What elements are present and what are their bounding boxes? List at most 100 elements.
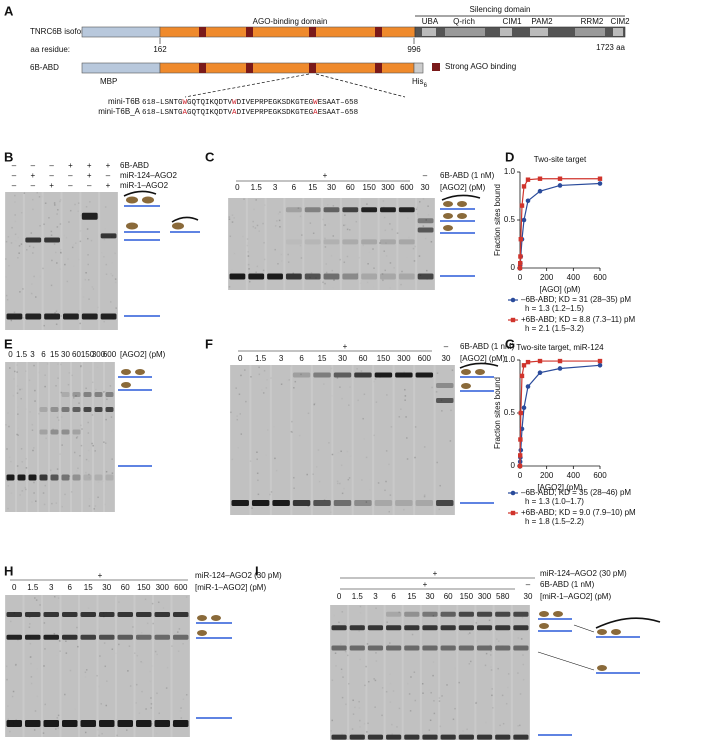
gel-speckle xyxy=(359,612,362,614)
cartoons xyxy=(118,190,661,736)
gel-band xyxy=(117,719,133,727)
gel-lane xyxy=(349,605,366,740)
gel-speckle xyxy=(427,205,429,207)
gel-speckle xyxy=(145,708,147,710)
gel-speckle xyxy=(256,224,259,227)
gel-speckle xyxy=(177,631,179,633)
gel-speckle xyxy=(79,230,82,232)
lane-label: 600 xyxy=(400,183,414,192)
gel-speckle xyxy=(39,604,41,606)
gel-speckle xyxy=(422,692,424,694)
gel-background xyxy=(5,192,118,330)
gel-band xyxy=(495,734,511,740)
gel-speckle xyxy=(60,416,63,418)
gel-speckle xyxy=(60,251,62,254)
lane-label: 300 xyxy=(92,350,106,359)
gel-speckle xyxy=(398,611,400,614)
gel-speckle xyxy=(104,665,107,668)
gel-speckle xyxy=(85,387,87,390)
gel-band xyxy=(83,392,92,397)
gel-speckle xyxy=(348,477,351,479)
gel-speckle xyxy=(116,734,118,737)
gel-speckle xyxy=(68,475,71,477)
gel-band xyxy=(25,237,42,243)
tag-label: MBP xyxy=(100,77,117,86)
gel-speckle xyxy=(82,296,85,298)
gel-band xyxy=(43,719,59,727)
gel-speckle xyxy=(389,701,392,703)
gel-speckle xyxy=(165,687,168,689)
gel-speckle xyxy=(11,695,14,698)
gel-lane xyxy=(24,595,41,737)
gel-speckle xyxy=(104,503,106,506)
domain-label: UBA xyxy=(422,17,439,26)
gel-speckle xyxy=(386,394,388,396)
ago-icon xyxy=(142,196,154,204)
gel-speckle xyxy=(269,493,271,496)
gel-speckle xyxy=(171,645,173,647)
condition-label: 6B-ABD (1 nM) xyxy=(460,342,515,351)
gel-speckle xyxy=(341,733,343,735)
legend-marker xyxy=(510,490,516,496)
gel-speckle xyxy=(299,215,302,218)
lane-label: 3 xyxy=(30,350,35,359)
gel-speckle xyxy=(53,632,56,635)
gel-band xyxy=(6,612,22,618)
gel-band xyxy=(154,634,170,640)
gel-band xyxy=(39,474,48,481)
gel-speckle xyxy=(106,680,108,682)
marker xyxy=(537,188,543,194)
gel-band xyxy=(154,719,170,727)
gel-speckle xyxy=(358,630,360,632)
gel-speckle xyxy=(231,458,234,461)
gel-speckle xyxy=(94,505,97,507)
seq-part: A xyxy=(183,109,188,117)
gel-band xyxy=(251,500,270,506)
gel-lane xyxy=(229,198,246,290)
gel-speckle xyxy=(80,365,82,368)
gel-speckle xyxy=(336,480,339,483)
gel-speckle xyxy=(99,655,101,657)
ago-icon xyxy=(443,213,453,219)
gel-lane xyxy=(117,595,134,737)
gel-band xyxy=(476,734,493,740)
gel-speckle xyxy=(29,411,31,413)
gel-lane xyxy=(494,605,511,740)
gel-speckle xyxy=(430,241,433,243)
gel-speckle xyxy=(344,224,347,226)
gel-speckle xyxy=(262,269,265,272)
gel-speckle xyxy=(16,385,19,387)
gel-speckle xyxy=(366,643,369,645)
gel-speckle xyxy=(449,440,452,442)
gel-band xyxy=(386,611,402,617)
gel-band xyxy=(513,611,529,617)
legend-label: +6B-ABD; KD = 9.0 (7.9–10) pM xyxy=(521,508,636,517)
gel-speckle xyxy=(276,220,278,222)
lane-label: 15 xyxy=(318,354,327,363)
gel-speckle xyxy=(439,484,441,487)
gel-speckle xyxy=(43,223,45,226)
gel-speckle xyxy=(38,196,41,198)
gel-speckle xyxy=(103,256,105,258)
gel-speckle xyxy=(416,213,419,215)
lane-label: 300 xyxy=(381,183,395,192)
gel-band xyxy=(292,500,311,506)
gel-speckle xyxy=(256,451,258,453)
domain-box xyxy=(530,28,548,36)
gel-speckle xyxy=(25,467,28,469)
tag-label: His xyxy=(412,77,424,86)
gel-speckle xyxy=(20,397,22,400)
series-line xyxy=(519,364,601,467)
gel-speckle xyxy=(310,272,313,274)
aa-number: 996 xyxy=(407,45,421,54)
gel-speckle xyxy=(59,223,62,225)
gel-speckle xyxy=(12,394,15,397)
gel-speckle xyxy=(150,703,153,705)
gel-speckle xyxy=(489,654,492,656)
gel-speckle xyxy=(339,258,341,261)
gel-lane xyxy=(231,365,250,515)
lane-label: 150 xyxy=(137,583,151,592)
domain-label: PAM2 xyxy=(531,17,553,26)
gel-speckle xyxy=(263,241,265,244)
gel-speckle xyxy=(293,387,295,389)
